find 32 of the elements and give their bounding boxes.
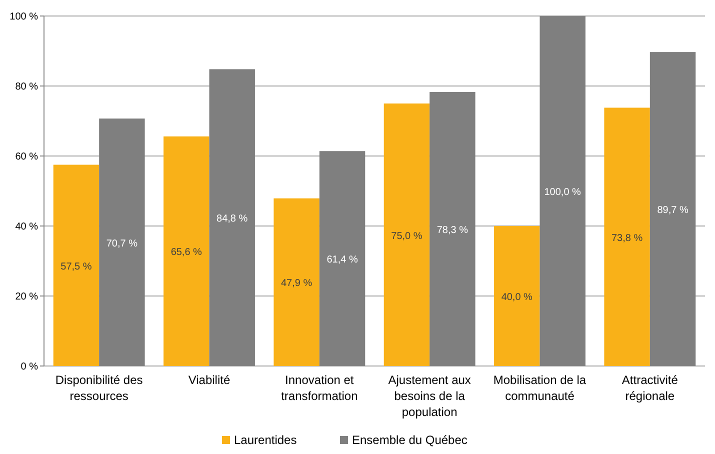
data-label: 89,7 % — [657, 205, 688, 216]
bar — [164, 136, 210, 366]
data-label: 40,0 % — [501, 292, 533, 303]
x-tick-label: Innovation et transformation — [281, 373, 358, 403]
data-label: 75,0 % — [391, 230, 422, 242]
data-label: 78,3 % — [436, 224, 468, 236]
bar — [494, 226, 540, 366]
data-label: 65,6 % — [170, 247, 202, 258]
data-label: 61,4 % — [326, 254, 358, 266]
y-tick-label: 20 % — [15, 292, 38, 302]
y-tick-label: 80 % — [15, 82, 38, 92]
x-tick-label: Mobilisation de la communauté — [493, 373, 586, 403]
bar — [384, 104, 430, 366]
y-tick-label: 100 % — [10, 12, 38, 22]
bar — [53, 164, 100, 366]
y-tick-label: 0 % — [20, 362, 38, 372]
data-label: 47,9 % — [280, 278, 312, 290]
y-tick-label: 60 % — [15, 152, 38, 162]
legend-label: Ensemble du Québec — [352, 433, 468, 447]
data-label: 70,7 % — [106, 238, 138, 250]
data-label: 73,8 % — [611, 232, 643, 244]
bar — [604, 108, 650, 366]
x-tick-label: Ajustement aux besoins de la population — [388, 373, 471, 419]
x-tick-label: Attractivité régionale — [622, 373, 678, 403]
data-label: 57,5 % — [60, 261, 92, 272]
data-label: 100,0 % — [544, 187, 582, 198]
y-tick-label: 40 % — [15, 222, 38, 232]
x-tick-label: Viabilité — [188, 373, 230, 387]
legend-label: Laurentides — [234, 433, 297, 447]
bar — [274, 198, 320, 366]
data-label: 84,8 % — [216, 214, 248, 225]
x-tick-label: Disponibilité des ressources — [55, 373, 143, 403]
